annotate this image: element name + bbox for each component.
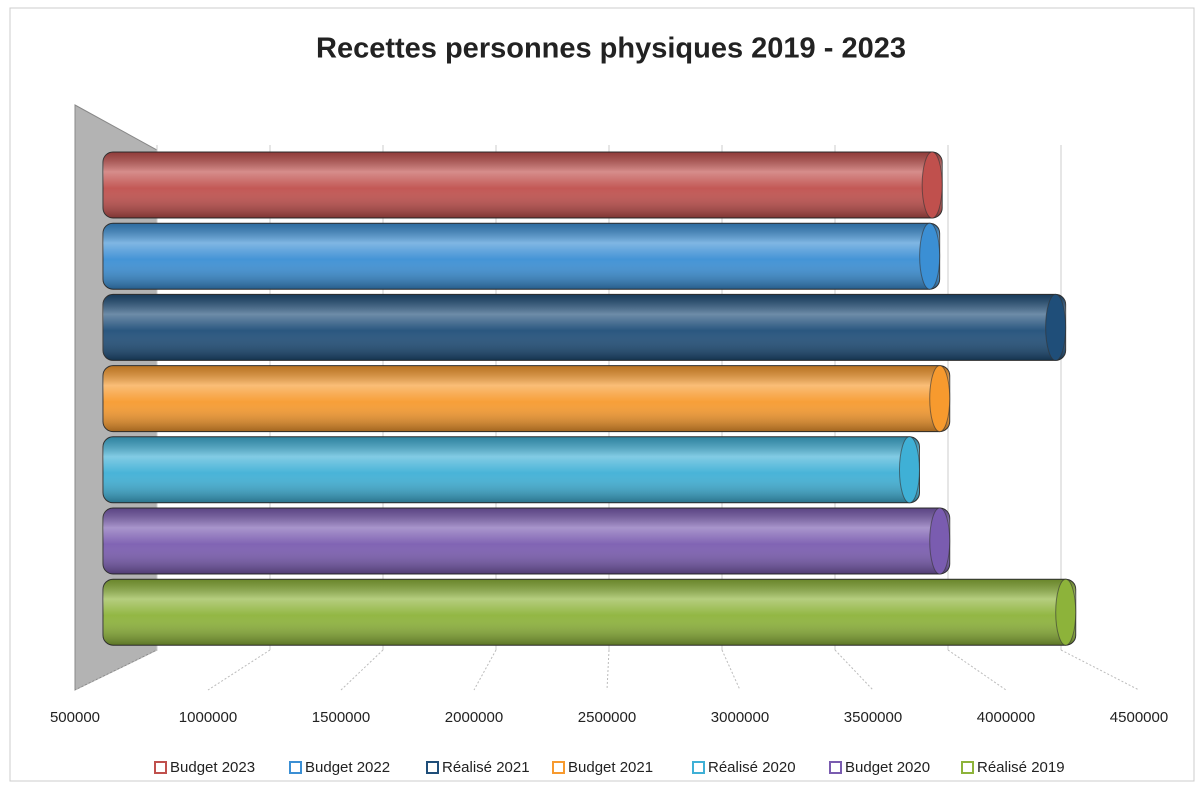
bar-shine	[103, 508, 950, 574]
x-tick-label: 3000000	[711, 709, 769, 726]
floor-line	[207, 649, 271, 691]
x-tick-label: 2000000	[445, 709, 503, 726]
bar-cap	[1055, 578, 1077, 646]
floor-line	[834, 649, 874, 691]
legend-swatch	[692, 761, 705, 774]
x-tick-label: 1500000	[312, 709, 370, 726]
bar-shine	[103, 223, 940, 290]
bar-shine	[103, 152, 943, 218]
bar-cap	[919, 222, 941, 290]
legend-swatch	[289, 761, 302, 774]
bar-cap	[921, 151, 943, 219]
floor-line	[1060, 649, 1140, 691]
legend-label: Réalisé 2021	[442, 759, 530, 776]
bar-cap	[1045, 293, 1067, 361]
bar-cap	[898, 436, 920, 504]
bar-cap	[929, 365, 951, 433]
floor-line	[74, 649, 158, 691]
bar-shine	[103, 579, 1076, 646]
legend-label: Réalisé 2020	[708, 759, 796, 776]
x-tick-label: 500000	[50, 709, 100, 726]
x-tick-label: 4500000	[1110, 709, 1168, 726]
legend-label: Budget 2023	[170, 759, 255, 776]
x-tick-label: 1000000	[179, 709, 237, 726]
legend-swatch	[154, 761, 167, 774]
legend-swatch	[961, 761, 974, 774]
x-tick-label: 2500000	[578, 709, 636, 726]
bar-shine	[103, 365, 950, 432]
floor-line	[340, 649, 384, 691]
legend-label: Réalisé 2019	[977, 759, 1065, 776]
legend-swatch	[426, 761, 439, 774]
legend-label: Budget 2021	[568, 759, 653, 776]
legend-swatch	[829, 761, 842, 774]
legend-label: Budget 2022	[305, 759, 390, 776]
legend-swatch	[552, 761, 565, 774]
legend-label: Budget 2020	[845, 759, 930, 776]
bar-shine	[103, 294, 1066, 361]
x-tick-label: 3500000	[844, 709, 902, 726]
floor-line	[721, 649, 741, 691]
chart-title: Recettes personnes physiques 2019 - 2023	[316, 33, 906, 65]
floor-line	[606, 649, 610, 691]
x-tick-label: 4000000	[977, 709, 1035, 726]
bar-shine	[103, 436, 920, 503]
bar-cap	[929, 507, 951, 575]
